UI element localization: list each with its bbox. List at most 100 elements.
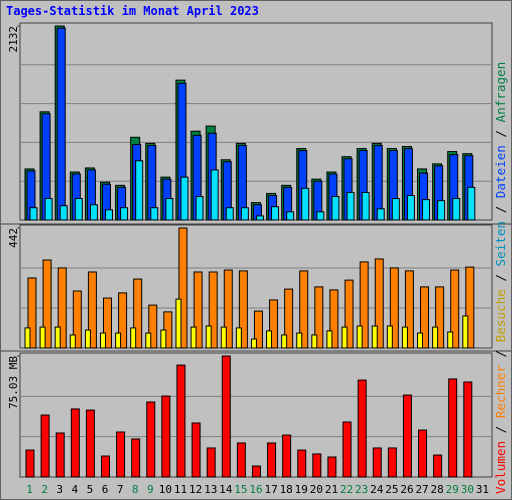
bar bbox=[191, 422, 201, 478]
bar bbox=[195, 196, 204, 221]
bar bbox=[450, 269, 460, 349]
x-tick-label: 23 bbox=[355, 483, 368, 496]
bar bbox=[389, 267, 399, 349]
bar bbox=[372, 447, 382, 478]
bar bbox=[131, 438, 141, 478]
x-tick-label: 26 bbox=[400, 483, 413, 496]
bar bbox=[148, 304, 158, 349]
legend-entry: Volumen bbox=[493, 441, 508, 494]
bar bbox=[240, 207, 249, 221]
bar bbox=[281, 334, 288, 349]
bar bbox=[40, 414, 50, 478]
bar bbox=[401, 326, 408, 349]
y-tick-label: 2132 bbox=[7, 26, 20, 53]
bar bbox=[29, 207, 38, 221]
x-tick-label: 31 bbox=[476, 483, 489, 496]
bar bbox=[282, 434, 292, 478]
bar bbox=[391, 198, 400, 221]
bar bbox=[161, 395, 171, 478]
bar bbox=[56, 27, 66, 221]
bar bbox=[346, 191, 355, 221]
bar bbox=[402, 394, 412, 478]
bar bbox=[286, 211, 295, 221]
x-tick-label: 6 bbox=[102, 483, 109, 496]
x-tick-label: 13 bbox=[204, 483, 217, 496]
bar bbox=[316, 211, 325, 221]
x-tick-label: 18 bbox=[280, 483, 293, 496]
bar bbox=[165, 198, 174, 221]
bar bbox=[269, 299, 279, 349]
bar bbox=[418, 429, 428, 478]
bar bbox=[104, 209, 113, 221]
bar bbox=[180, 176, 189, 221]
chart-title: Tages-Statistik im Monat April 2023 bbox=[6, 4, 259, 18]
bar bbox=[100, 455, 110, 478]
x-tick-label: 25 bbox=[385, 483, 398, 496]
bar bbox=[327, 456, 337, 478]
bar bbox=[253, 310, 263, 349]
x-tick-label: 29 bbox=[446, 483, 459, 496]
bar bbox=[437, 200, 446, 221]
legend: Volumen / Rechner / Besuche / Seiten / D… bbox=[493, 62, 508, 494]
bar bbox=[235, 327, 242, 349]
bar bbox=[120, 207, 129, 221]
x-tick-label: 12 bbox=[189, 483, 202, 496]
bar bbox=[299, 270, 309, 349]
bar bbox=[271, 206, 280, 221]
bar bbox=[87, 271, 97, 349]
bar bbox=[296, 332, 303, 349]
legend-entry: Dateien bbox=[493, 145, 508, 198]
bar bbox=[251, 465, 261, 478]
legend-separator: / bbox=[493, 267, 508, 290]
bar bbox=[42, 259, 52, 349]
bar bbox=[301, 187, 310, 221]
bar bbox=[116, 431, 126, 478]
bar bbox=[420, 286, 430, 349]
plot-area bbox=[19, 22, 493, 221]
x-tick-label: 9 bbox=[147, 483, 154, 496]
x-tick-label: 17 bbox=[264, 483, 277, 496]
bar bbox=[417, 332, 424, 349]
x-tick-label: 5 bbox=[87, 483, 94, 496]
bar bbox=[238, 270, 248, 349]
y-tick-label: 442 bbox=[7, 228, 20, 248]
bar bbox=[175, 298, 182, 349]
legend-entry: Besuche bbox=[493, 289, 508, 342]
bar bbox=[314, 286, 324, 349]
x-tick-label: 11 bbox=[174, 483, 187, 496]
bar bbox=[465, 266, 475, 349]
bar bbox=[267, 442, 277, 478]
x-tick-label: 14 bbox=[219, 483, 233, 496]
bar bbox=[150, 207, 159, 221]
y-tick-label: 75.03 MB bbox=[7, 356, 20, 409]
bar bbox=[344, 279, 354, 349]
bar bbox=[59, 205, 68, 221]
bar bbox=[255, 215, 264, 221]
bar bbox=[422, 199, 431, 221]
bar bbox=[356, 325, 363, 349]
bar bbox=[371, 325, 378, 349]
bar bbox=[311, 334, 318, 349]
bar bbox=[342, 421, 352, 478]
bar bbox=[74, 198, 83, 221]
bar bbox=[57, 267, 67, 349]
bar bbox=[190, 326, 197, 349]
bar bbox=[236, 442, 246, 478]
legend-separator: / bbox=[493, 342, 508, 365]
bar bbox=[135, 160, 144, 221]
legend-separator: / bbox=[493, 198, 508, 221]
legend-entry: Seiten bbox=[493, 221, 508, 267]
bar bbox=[70, 408, 80, 478]
bar bbox=[69, 334, 76, 349]
bar bbox=[386, 325, 393, 349]
x-tick-label: 1 bbox=[26, 483, 33, 496]
bar bbox=[341, 326, 348, 349]
x-tick-label: 24 bbox=[370, 483, 384, 496]
bar bbox=[361, 191, 370, 221]
bar bbox=[206, 447, 216, 478]
bar bbox=[467, 186, 476, 221]
x-tick-label: 2 bbox=[41, 483, 48, 496]
bar bbox=[462, 315, 469, 349]
x-tick-label: 4 bbox=[72, 483, 79, 496]
legend-entry: Rechner bbox=[493, 365, 508, 418]
